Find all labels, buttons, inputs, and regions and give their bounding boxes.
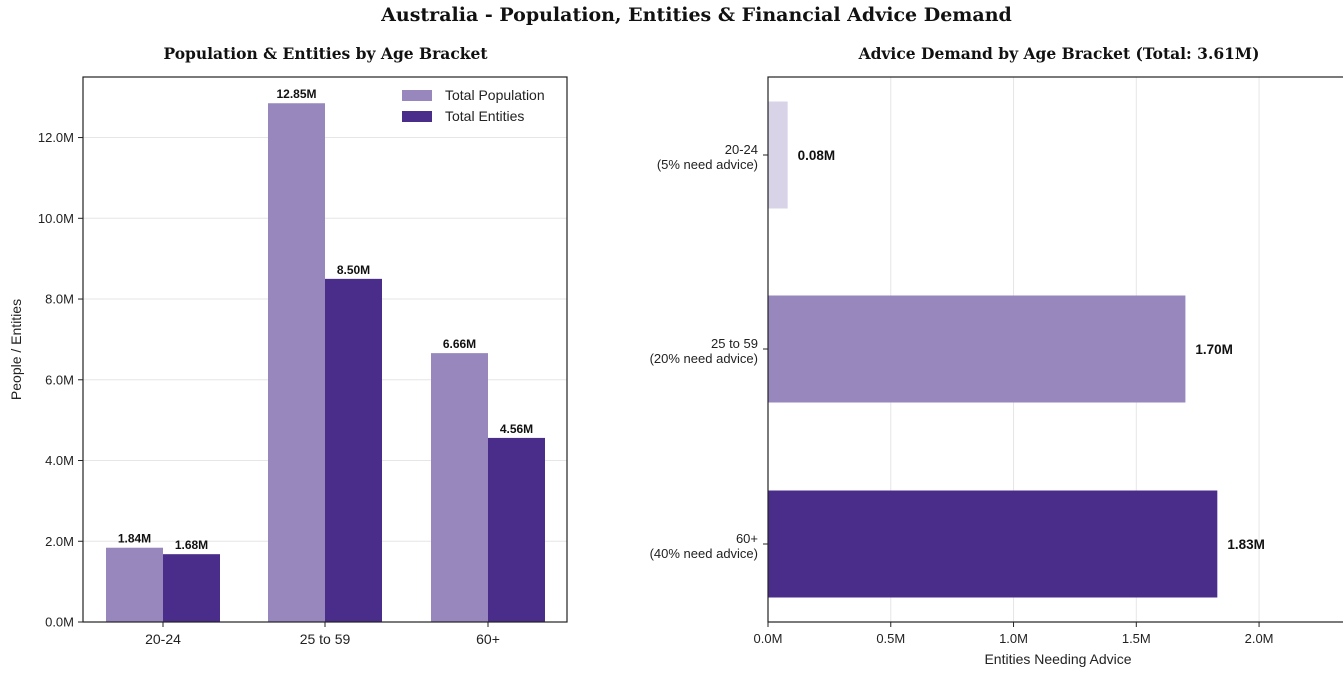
right-bar xyxy=(768,295,1186,403)
left-bar-population xyxy=(431,353,488,622)
left-ytick-label: 2.0M xyxy=(45,534,74,549)
right-chart-title: Advice Demand by Age Bracket (Total: 3.6… xyxy=(858,44,1260,63)
left-ytick-label: 0.0M xyxy=(45,615,74,630)
left-plot-frame xyxy=(82,76,568,623)
left-ytick-label: 8.0M xyxy=(45,292,74,307)
right-xtick-label: 1.5M xyxy=(1122,631,1151,646)
figure-title: Australia - Population, Entities & Finan… xyxy=(381,4,1012,26)
legend-swatch-population xyxy=(402,90,432,101)
right-ytick-label-line2: (40% need advice) xyxy=(650,546,758,561)
right-xtick-label: 2.0M xyxy=(1245,631,1274,646)
right-ytick-label-line2: (5% need advice) xyxy=(657,157,758,172)
left-bar-value-label: 8.50M xyxy=(337,263,370,277)
right-ytick-label-line1: 60+ xyxy=(736,531,758,546)
right-xtick-label: 0.0M xyxy=(754,631,783,646)
left-ytick-label: 6.0M xyxy=(45,372,74,387)
left-xtick-label: 25 to 59 xyxy=(300,631,351,647)
right-ytick-label-line1: 25 to 59 xyxy=(711,336,758,351)
left-bar-value-label: 12.85M xyxy=(276,87,316,101)
left-ytick-label: 4.0M xyxy=(45,453,74,468)
left-chart-title: Population & Entities by Age Bracket xyxy=(163,44,488,63)
left-bar-value-label: 4.56M xyxy=(500,422,533,436)
right-xtick-label: 1.0M xyxy=(999,631,1028,646)
left-bar-population xyxy=(106,547,163,622)
right-xlabel: Entities Needing Advice xyxy=(984,651,1131,667)
legend-label: Total Entities xyxy=(445,108,524,124)
left-bar-entities xyxy=(325,278,382,622)
left-ytick-label: 10.0M xyxy=(38,211,74,226)
left-bar-value-label: 1.84M xyxy=(118,532,151,546)
right-plot-frame xyxy=(767,76,1343,623)
left-ytick-label: 12.0M xyxy=(38,130,74,145)
left-bar-entities xyxy=(488,437,545,622)
left-bar-entities xyxy=(163,554,220,622)
right-ytick-label-line2: (20% need advice) xyxy=(650,351,758,366)
right-bar xyxy=(768,490,1218,598)
left-bar-population xyxy=(268,103,325,623)
right-bar-value-label: 1.83M xyxy=(1227,537,1265,552)
left-xtick-label: 60+ xyxy=(476,631,500,647)
left-bar-value-label: 1.68M xyxy=(175,538,208,552)
legend-swatch-entities xyxy=(402,111,432,122)
right-ytick-label-line1: 20-24 xyxy=(725,142,758,157)
left-xtick-label: 20-24 xyxy=(145,631,181,647)
right-bar xyxy=(768,101,788,209)
left-ylabel: People / Entities xyxy=(8,299,24,400)
right-bar-value-label: 0.08M xyxy=(798,148,836,163)
legend-label: Total Population xyxy=(445,87,545,103)
right-bar-value-label: 1.70M xyxy=(1195,342,1233,357)
right-xtick-label: 0.5M xyxy=(876,631,905,646)
left-bar-value-label: 6.66M xyxy=(443,337,476,351)
